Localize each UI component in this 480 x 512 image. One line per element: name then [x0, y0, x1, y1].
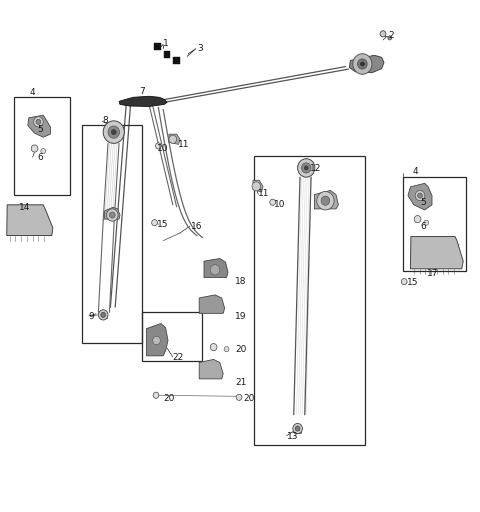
- Text: 10: 10: [274, 200, 285, 209]
- Text: 1: 1: [163, 39, 169, 48]
- Circle shape: [295, 426, 300, 431]
- Polygon shape: [349, 55, 384, 73]
- Bar: [254, 156, 365, 445]
- Polygon shape: [199, 295, 225, 313]
- Circle shape: [98, 310, 108, 320]
- Circle shape: [424, 220, 429, 225]
- Text: 20: 20: [244, 394, 255, 403]
- Circle shape: [210, 265, 220, 275]
- Circle shape: [415, 190, 425, 201]
- Text: 4: 4: [413, 167, 419, 176]
- Circle shape: [41, 148, 46, 154]
- Polygon shape: [314, 190, 338, 209]
- Bar: [14, 97, 70, 195]
- Circle shape: [380, 31, 386, 37]
- Text: 9: 9: [89, 312, 95, 321]
- Polygon shape: [28, 115, 50, 137]
- Text: 11: 11: [258, 189, 270, 198]
- Text: 3: 3: [197, 44, 203, 53]
- Circle shape: [224, 347, 229, 352]
- Text: 6: 6: [420, 222, 426, 231]
- Text: 11: 11: [178, 140, 189, 149]
- Text: 8: 8: [102, 116, 108, 125]
- Circle shape: [34, 117, 43, 127]
- Bar: [294, 430, 301, 433]
- Circle shape: [293, 423, 302, 434]
- Text: 4: 4: [30, 88, 36, 97]
- Text: 6: 6: [37, 153, 43, 162]
- Text: 5: 5: [37, 124, 43, 134]
- Text: 20: 20: [235, 345, 247, 354]
- Bar: [142, 312, 202, 361]
- Polygon shape: [105, 207, 120, 219]
- Circle shape: [358, 59, 367, 69]
- Text: 21: 21: [235, 378, 247, 388]
- Circle shape: [169, 135, 177, 143]
- Text: 16: 16: [191, 222, 203, 231]
- Circle shape: [418, 193, 422, 198]
- Circle shape: [414, 216, 421, 223]
- Text: 22: 22: [173, 353, 184, 362]
- Polygon shape: [146, 324, 168, 356]
- Circle shape: [252, 182, 261, 191]
- Circle shape: [360, 62, 364, 66]
- Circle shape: [236, 394, 242, 400]
- Circle shape: [304, 166, 308, 170]
- Circle shape: [153, 336, 160, 345]
- Bar: [82, 125, 142, 343]
- Circle shape: [103, 121, 124, 143]
- Text: 10: 10: [157, 144, 169, 153]
- Circle shape: [298, 159, 315, 177]
- Bar: [100, 315, 107, 318]
- Circle shape: [152, 220, 157, 226]
- Text: 5: 5: [420, 198, 426, 207]
- Polygon shape: [7, 205, 53, 236]
- Text: 2: 2: [389, 31, 395, 40]
- Polygon shape: [199, 359, 223, 379]
- Polygon shape: [173, 57, 180, 64]
- Circle shape: [353, 54, 372, 74]
- Circle shape: [210, 344, 217, 351]
- Text: 14: 14: [19, 203, 31, 212]
- Text: 20: 20: [163, 394, 175, 403]
- Text: 18: 18: [235, 277, 247, 286]
- Circle shape: [31, 145, 38, 152]
- Polygon shape: [119, 96, 167, 106]
- Bar: [403, 177, 466, 271]
- Text: 12: 12: [310, 164, 321, 174]
- Circle shape: [388, 36, 392, 40]
- Text: 19: 19: [235, 312, 247, 321]
- Polygon shape: [169, 134, 180, 144]
- Circle shape: [156, 143, 161, 149]
- Polygon shape: [154, 43, 161, 50]
- Polygon shape: [410, 237, 463, 269]
- Circle shape: [109, 212, 115, 218]
- Circle shape: [107, 209, 118, 221]
- Text: 15: 15: [157, 220, 168, 229]
- Circle shape: [108, 126, 120, 138]
- Circle shape: [401, 279, 407, 285]
- Text: 15: 15: [407, 278, 419, 287]
- Text: 13: 13: [287, 432, 298, 441]
- Circle shape: [36, 119, 41, 124]
- Circle shape: [101, 312, 106, 317]
- Polygon shape: [164, 51, 170, 58]
- Polygon shape: [204, 259, 228, 278]
- Circle shape: [270, 199, 276, 205]
- Polygon shape: [408, 183, 432, 210]
- Circle shape: [301, 163, 311, 173]
- Circle shape: [317, 191, 334, 210]
- Text: 17: 17: [427, 269, 439, 279]
- Circle shape: [321, 196, 330, 205]
- Text: 7: 7: [139, 87, 145, 96]
- Circle shape: [153, 392, 159, 398]
- Circle shape: [111, 130, 116, 135]
- Polygon shape: [253, 180, 263, 192]
